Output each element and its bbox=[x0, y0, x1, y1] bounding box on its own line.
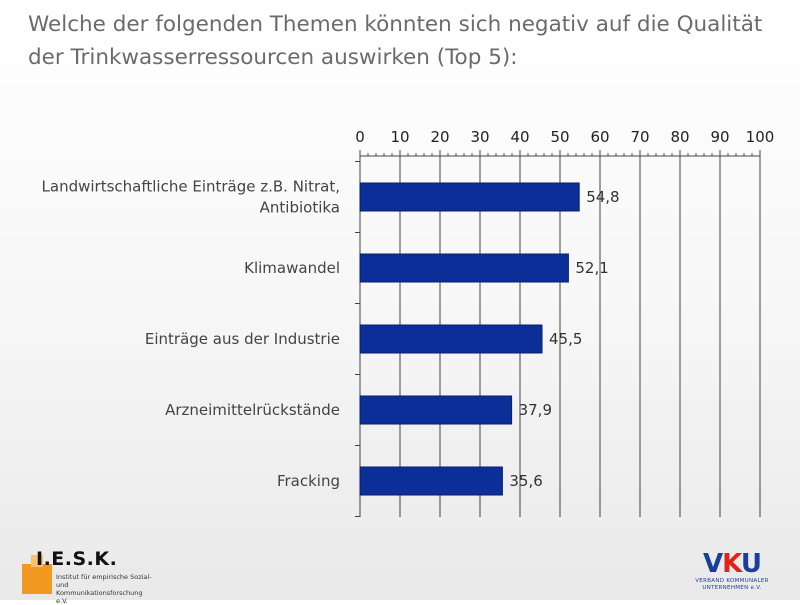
category-label-line: Klimawandel bbox=[244, 259, 340, 277]
category-label: Arzneimittelrückstände bbox=[165, 401, 340, 419]
vku-subtitle-line-1: VERBAND KOMMUNALER bbox=[695, 578, 769, 584]
x-tick-label: 30 bbox=[470, 128, 489, 146]
gridlines bbox=[359, 156, 761, 517]
data-label: 35,6 bbox=[509, 472, 542, 490]
category-label: Klimawandel bbox=[244, 259, 340, 277]
x-axis: 0 10 20 30 40 50 60 70 80 90 100 bbox=[355, 128, 774, 517]
x-tick-label: 100 bbox=[746, 128, 775, 146]
vku-logo-mark: VKU bbox=[682, 550, 782, 578]
data-label: 52,1 bbox=[575, 259, 608, 277]
bars: 54,8 52,1 45,5 37,9 35,6 bbox=[359, 182, 620, 496]
vku-mark-u: U bbox=[740, 549, 762, 579]
data-label: 37,9 bbox=[519, 401, 552, 419]
category-label-line: Fracking bbox=[277, 472, 340, 490]
category-labels: Landwirtschaftliche Einträge z.B. Nitrat… bbox=[42, 178, 340, 491]
bar bbox=[359, 395, 513, 425]
x-tick-label: 60 bbox=[590, 128, 609, 146]
category-label-line: Arzneimittelrückstände bbox=[165, 401, 340, 419]
x-tick-label: 50 bbox=[550, 128, 569, 146]
bar bbox=[359, 182, 580, 212]
iesk-logo: I.E.S.K. Institut für empirische Sozial-… bbox=[22, 548, 152, 605]
x-tick-label: 10 bbox=[390, 128, 409, 146]
data-label: 54,8 bbox=[586, 188, 619, 206]
x-tick-label: 0 bbox=[355, 128, 365, 146]
category-label: Einträge aus der Industrie bbox=[145, 330, 340, 348]
chart-title: Welche der folgenden Themen könnten sich… bbox=[28, 12, 763, 70]
vku-mark-k: K bbox=[722, 549, 742, 579]
category-label: Fracking bbox=[277, 472, 340, 490]
vku-subtitle-line-2: UNTERNEHMEN e.V. bbox=[702, 585, 762, 591]
x-tick-label: 40 bbox=[510, 128, 529, 146]
x-tick-label: 90 bbox=[710, 128, 729, 146]
iesk-subtitle-line-1: Institut für empirische Sozial- bbox=[56, 573, 152, 581]
category-label-line: Antibiotika bbox=[260, 199, 340, 217]
vku-logo: VKU VERBAND KOMMUNALER UNTERNEHMEN e.V. bbox=[682, 550, 782, 596]
bar bbox=[359, 324, 543, 354]
category-label-line: Einträge aus der Industrie bbox=[145, 330, 340, 348]
x-tick-label: 80 bbox=[670, 128, 689, 146]
bar bbox=[359, 253, 569, 283]
data-label: 45,5 bbox=[549, 330, 582, 348]
category-label: Landwirtschaftliche Einträge z.B. Nitrat… bbox=[42, 178, 340, 217]
vku-mark-v: V bbox=[703, 549, 723, 579]
iesk-subtitle-line-2: und Kommunikationsforschung e.V. bbox=[56, 581, 143, 605]
x-tick-label: 20 bbox=[430, 128, 449, 146]
iesk-logo-name: I.E.S.K. bbox=[36, 548, 118, 570]
bar bbox=[359, 466, 503, 496]
x-tick-label: 70 bbox=[630, 128, 649, 146]
vku-logo-subtitle: VERBAND KOMMUNALER UNTERNEHMEN e.V. bbox=[682, 578, 782, 592]
iesk-logo-subtitle: Institut für empirische Sozial- und Komm… bbox=[56, 573, 156, 605]
category-label-line: Landwirtschaftliche Einträge z.B. Nitrat… bbox=[42, 178, 340, 196]
iesk-logo-mark bbox=[22, 555, 52, 594]
